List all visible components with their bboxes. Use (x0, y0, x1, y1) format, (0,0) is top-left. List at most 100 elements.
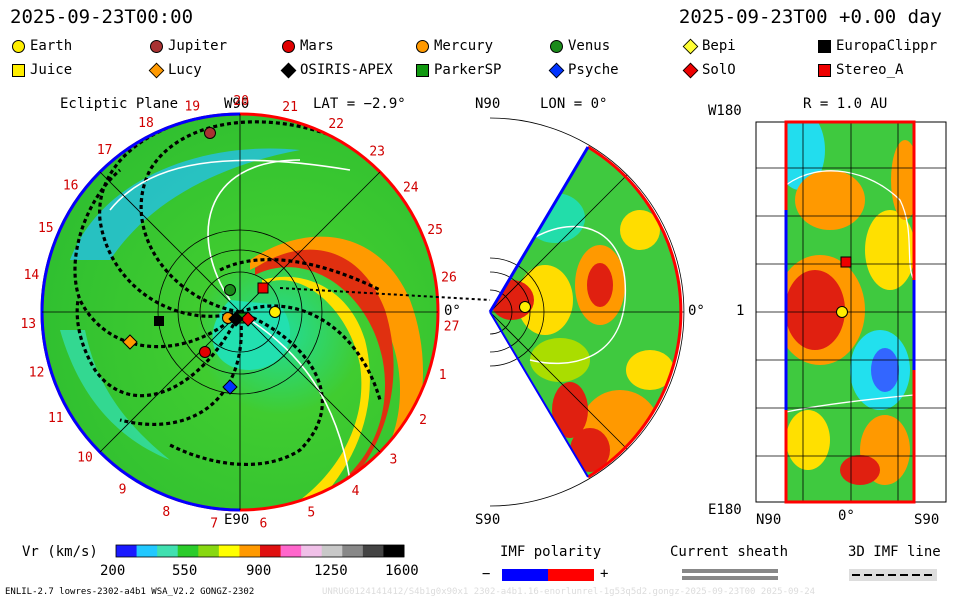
legend-item-label: Jupiter (168, 38, 228, 54)
circle-marker-icon (150, 39, 163, 53)
meridional-panel (488, 117, 685, 507)
map-stereo-a-marker (840, 256, 852, 268)
ecliptic-tick-label: 19 (184, 99, 200, 114)
meridional-earth-marker (519, 301, 531, 313)
imf-line-label: 3D IMF line (848, 544, 941, 560)
ecliptic-tick-label: 13 (20, 317, 36, 332)
legend-item: SolO (682, 62, 736, 78)
lucy-marker (122, 334, 138, 350)
legend-item-label: Earth (30, 38, 73, 54)
imf-minus: − (482, 566, 491, 582)
sphere-mid-left: 1 (736, 303, 745, 319)
legend-item: Juice (12, 62, 72, 78)
ecliptic-tick-label: 7 (210, 516, 218, 531)
ecliptic-bottom-label: E90 (224, 512, 250, 528)
footer-model-info: ENLIL-2.7 lowres-2302-a4b1 WSA_V2.2 GONG… (5, 587, 255, 597)
colorbar-segment (301, 545, 323, 557)
timestamp-left: 2025-09-23T00:00 (10, 6, 194, 28)
colorbar-segment (116, 545, 138, 557)
colorbar-tick: 1250 (314, 563, 348, 579)
colorbar-segment (280, 545, 302, 557)
velocity-colorbar (116, 545, 405, 557)
solo-marker (240, 311, 256, 327)
jupiter-marker (204, 127, 216, 139)
legend-item-label: Stereo_A (836, 62, 904, 78)
legend-item: EuropaClippr (818, 38, 937, 54)
legend-item-label: Psyche (568, 62, 619, 78)
legend-item: Mars (282, 38, 334, 54)
osiris-apex-marker (228, 311, 244, 327)
legend-item-label: Venus (568, 38, 611, 54)
circle-marker-icon (282, 39, 295, 53)
ecliptic-tick-label: 17 (97, 143, 113, 158)
meridional-bottom-label: S90 (475, 512, 501, 528)
ecliptic-lat-label: LAT = −2.9° (313, 96, 406, 112)
ecliptic-tick-label: 21 (282, 100, 298, 115)
legend-item-label: Bepi (702, 38, 736, 54)
legend-item-label: SolO (702, 62, 736, 78)
ecliptic-title: Ecliptic Plane (60, 96, 179, 112)
legend-item: Venus (550, 38, 610, 54)
colorbar-segment (198, 545, 220, 557)
legend-item-label: Juice (30, 62, 73, 78)
imf-polarity-bar (502, 569, 594, 581)
sphere-x-left: N90 (756, 512, 782, 528)
colorbar-segment (157, 545, 179, 557)
ecliptic-tick-label: 6 (259, 517, 267, 532)
ecliptic-grid (42, 114, 438, 510)
imf-polarity-label: IMF polarity (500, 544, 602, 560)
square-marker-icon (818, 39, 831, 53)
legend-item: Lucy (148, 62, 202, 78)
legend-item: Jupiter (150, 38, 227, 54)
ecliptic-tick-label: 24 (403, 180, 419, 195)
ecliptic-tick-label: 10 (77, 451, 93, 466)
colorbar-tick: 550 (172, 563, 198, 579)
sphere-map-panel (755, 120, 947, 504)
sphere-x-right: S90 (914, 512, 940, 528)
ecliptic-tick-label: 8 (162, 505, 170, 520)
sphere-top-left: W180 (708, 103, 742, 119)
legend-item: OSIRIS-APEX (280, 62, 393, 78)
circle-marker-icon (550, 39, 563, 53)
sphere-bottom-left: E180 (708, 502, 742, 518)
square-marker-icon (818, 63, 831, 77)
ecliptic-tick-label: 9 (119, 482, 127, 497)
ecliptic-tick-label: 14 (24, 268, 40, 283)
ecliptic-tick-label: 15 (38, 221, 54, 236)
colorbar-segment (321, 545, 343, 557)
imf-line-sample (849, 569, 937, 581)
legend-item: Earth (12, 38, 72, 54)
colorbar-segment (136, 545, 158, 557)
square-marker-icon (12, 63, 25, 77)
ecliptic-tick-label: 11 (48, 411, 64, 426)
legend-item: Bepi (682, 38, 736, 54)
sphere-x-mid: 0° (838, 508, 855, 524)
colorbar-segment (383, 545, 405, 557)
colorbar-segment (362, 545, 384, 557)
colorbar-segment (342, 545, 364, 557)
mars-marker (199, 346, 211, 358)
legend-item: Psyche (548, 62, 619, 78)
colorbar-tick: 1600 (385, 563, 419, 579)
europaclipper-marker (154, 316, 164, 326)
legend-item: Stereo_A (818, 62, 903, 78)
colorbar-segment (260, 545, 282, 557)
ecliptic-tick-label: 25 (427, 223, 443, 238)
circle-marker-icon (12, 39, 25, 53)
ecliptic-top-label: W90 (224, 96, 250, 112)
legend-item-label: ParkerSP (434, 62, 502, 78)
colorbar-segment (177, 545, 199, 557)
ecliptic-tick-label: 4 (352, 484, 360, 499)
psyche-marker (222, 379, 238, 395)
legend-item-label: OSIRIS-APEX (300, 62, 393, 78)
footer-run-info: UNRUG0124141412/S4b1g0x90x1 2302-a4b1.16… (322, 587, 816, 597)
legend-item-label: Lucy (168, 62, 202, 78)
body-markers (122, 127, 281, 395)
legend-item-label: Mercury (434, 38, 494, 54)
circle-marker-icon (416, 39, 429, 53)
legend-item-label: Mars (300, 38, 334, 54)
square-marker-icon (416, 63, 429, 77)
colorbar-tick: 900 (246, 563, 272, 579)
ecliptic-right-label: 0° (444, 303, 461, 319)
